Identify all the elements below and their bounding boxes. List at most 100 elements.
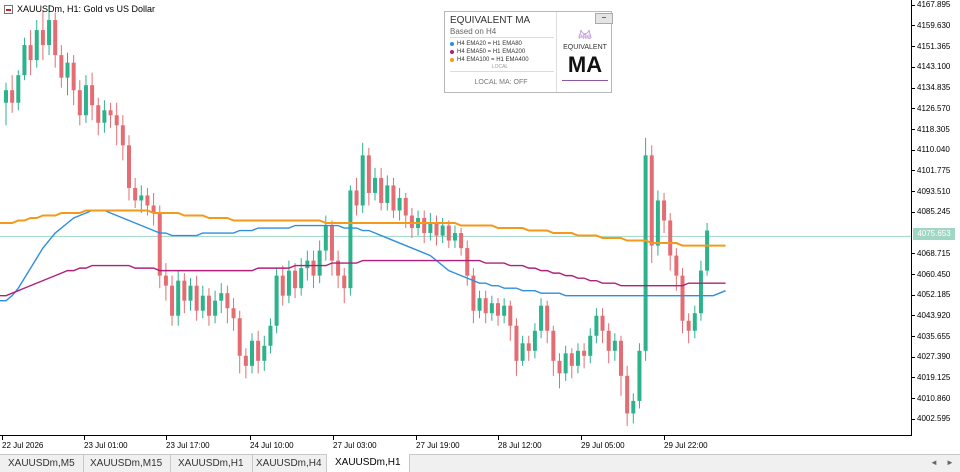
candle[interactable] (4, 82, 8, 126)
tab-scroll-left-icon[interactable]: ◄ (930, 458, 938, 467)
candle[interactable] (483, 290, 488, 324)
candle[interactable] (471, 268, 476, 324)
candle[interactable] (649, 145, 654, 264)
candle[interactable] (139, 185, 144, 213)
candle[interactable] (163, 263, 168, 301)
candle[interactable] (477, 290, 482, 319)
candle[interactable] (705, 223, 710, 276)
tab-xauusdm-m15[interactable]: XAUUSDm,M15 (82, 455, 172, 472)
equivalent-ma-panel[interactable]: EQUIVALENT MA Based on H4 H4 EMA20 = H1 … (444, 11, 612, 93)
candle[interactable] (53, 12, 58, 68)
candle[interactable] (698, 260, 703, 321)
candle[interactable] (366, 147, 371, 206)
candle[interactable] (446, 220, 451, 249)
candle[interactable] (373, 167, 377, 201)
tab-scroll-right-icon[interactable]: ► (946, 458, 954, 467)
candle[interactable] (637, 343, 642, 409)
candle[interactable] (575, 343, 580, 374)
candle[interactable] (545, 300, 550, 344)
candle[interactable] (151, 192, 156, 226)
chart-symbol-icon[interactable] (4, 4, 13, 14)
candle[interactable] (96, 97, 101, 136)
tab-xauusdm-h1-active[interactable]: XAUUSDm,H1 (326, 454, 410, 472)
candle[interactable] (385, 175, 390, 211)
candle[interactable] (452, 225, 457, 249)
candle[interactable] (680, 268, 685, 334)
candle[interactable] (188, 278, 193, 311)
candle[interactable] (502, 298, 507, 324)
candle[interactable] (231, 298, 236, 331)
candle[interactable] (551, 325, 556, 376)
candle[interactable] (391, 177, 396, 218)
candle[interactable] (440, 218, 445, 244)
candle[interactable] (422, 210, 427, 244)
candle[interactable] (237, 310, 242, 374)
candle[interactable] (219, 283, 224, 314)
candle[interactable] (692, 305, 697, 339)
candle[interactable] (342, 268, 347, 304)
candle[interactable] (243, 348, 248, 379)
candle[interactable] (317, 240, 322, 284)
local-ma-toggle[interactable]: LOCAL MA: OFF (474, 79, 528, 86)
candle[interactable] (594, 308, 599, 344)
candle[interactable] (532, 323, 537, 359)
candle[interactable] (674, 248, 679, 291)
tab-xauusdm-h4[interactable]: XAUUSDm,H4 (248, 455, 331, 472)
candle[interactable] (397, 187, 402, 221)
candle[interactable] (600, 308, 605, 344)
candle[interactable] (459, 228, 464, 256)
candle[interactable] (662, 192, 667, 234)
candle[interactable] (256, 330, 261, 374)
price-axis[interactable]: 4167.895 4159.630 4151.365 4143.100 4134.835… (912, 0, 960, 436)
candle[interactable] (133, 177, 138, 208)
candle[interactable] (16, 70, 21, 111)
candle[interactable] (496, 298, 500, 326)
candle[interactable] (379, 167, 384, 211)
candle[interactable] (631, 393, 636, 424)
candle[interactable] (194, 275, 199, 321)
candle[interactable] (643, 137, 648, 361)
candle[interactable] (225, 285, 230, 324)
candle[interactable] (59, 45, 64, 88)
panel-minimize-button[interactable]: − (595, 13, 613, 24)
candle[interactable] (336, 250, 341, 289)
candle[interactable] (329, 220, 334, 276)
candle[interactable] (77, 80, 82, 126)
price-chart[interactable] (0, 0, 912, 436)
candle[interactable] (170, 275, 175, 326)
candle[interactable] (557, 353, 562, 389)
candle[interactable] (200, 285, 205, 319)
tab-xauusdm-m5[interactable]: XAUUSDm,M5 (0, 455, 84, 472)
candle[interactable] (563, 345, 568, 381)
candle[interactable] (686, 313, 691, 344)
candle[interactable] (10, 75, 15, 113)
candle[interactable] (619, 335, 623, 396)
candle[interactable] (280, 265, 285, 306)
candle[interactable] (40, 10, 45, 61)
candle[interactable] (90, 72, 95, 121)
candle[interactable] (293, 263, 298, 299)
candle[interactable] (606, 323, 611, 364)
candle[interactable] (83, 75, 88, 123)
candle[interactable] (65, 52, 70, 96)
candle[interactable] (71, 55, 76, 106)
candle[interactable] (274, 268, 279, 334)
candle[interactable] (22, 37, 27, 81)
candle[interactable] (526, 335, 531, 361)
candle[interactable] (102, 100, 107, 133)
candle[interactable] (514, 318, 519, 376)
candle[interactable] (655, 190, 660, 256)
candle[interactable] (489, 295, 494, 321)
candle[interactable] (262, 335, 267, 371)
candle[interactable] (176, 270, 181, 326)
candle[interactable] (588, 328, 593, 364)
candle[interactable] (47, 5, 52, 56)
candle[interactable] (213, 290, 218, 324)
candle[interactable] (354, 177, 359, 216)
candle[interactable] (206, 288, 211, 326)
candle[interactable] (434, 215, 439, 246)
tab-xauusdm-h1[interactable]: XAUUSDm,H1 (170, 455, 253, 472)
candle[interactable] (311, 250, 316, 289)
candle[interactable] (182, 273, 187, 314)
candle[interactable] (34, 20, 39, 68)
